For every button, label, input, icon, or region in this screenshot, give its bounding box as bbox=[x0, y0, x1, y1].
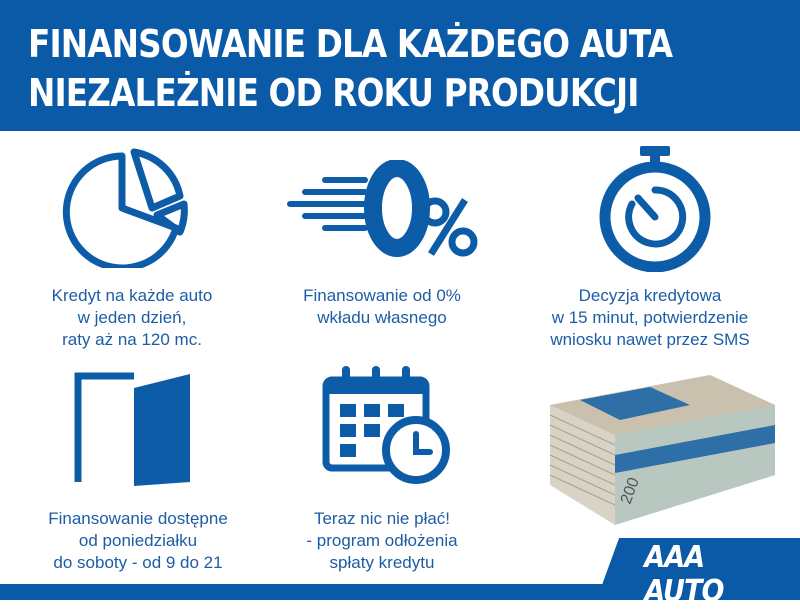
open-door-icon bbox=[74, 372, 190, 486]
feature-hours: Finansowanie dostępne od poniedziałku do… bbox=[13, 508, 263, 574]
feature-text: Kredyt na każde auto bbox=[51, 286, 213, 305]
feature-deferral: Teraz nic nie płać! - program odłożenia … bbox=[257, 508, 507, 574]
feature-zero-down: Finansowanie od 0% wkładu własnego bbox=[257, 285, 507, 329]
feature-text: raty aż na 120 mc. bbox=[62, 330, 202, 349]
feature-text: w 15 minut, potwierdzenie bbox=[551, 308, 749, 327]
feature-text: spłaty kredytu bbox=[329, 553, 435, 572]
aaa-auto-logo: AAA AUTO bbox=[644, 541, 792, 613]
zero-percent-icon bbox=[287, 160, 478, 257]
headline-line-2: NIEZALEŻNIE OD ROKU PRODUKCJI bbox=[28, 71, 639, 115]
banknote-stack-image: 200 bbox=[549, 375, 775, 525]
bottom-bar bbox=[0, 584, 800, 600]
feature-text: Teraz nic nie płać! bbox=[313, 509, 451, 528]
header-banner bbox=[0, 0, 800, 131]
feature-credit: Kredyt na każde auto w jeden dzień, raty… bbox=[7, 285, 257, 351]
feature-text: w jeden dzień, bbox=[77, 308, 187, 327]
feature-text: od poniedziałku bbox=[78, 531, 198, 550]
feature-text: Finansowanie dostępne bbox=[48, 509, 228, 528]
pie-chart-icon bbox=[62, 148, 188, 268]
feature-text: - program odłożenia bbox=[306, 531, 458, 550]
feature-text: do soboty - od 9 do 21 bbox=[53, 553, 223, 572]
feature-text: wniosku nawet przez SMS bbox=[550, 330, 750, 349]
calendar-clock-icon bbox=[322, 366, 450, 484]
feature-text: wkładu własnego bbox=[317, 308, 447, 327]
feature-text: Decyzja kredytowa bbox=[578, 286, 722, 305]
stopwatch-icon bbox=[599, 146, 711, 272]
headline-line-1: FINANSOWANIE DLA KAŻDEGO AUTA bbox=[28, 22, 673, 66]
feature-decision: Decyzja kredytowa w 15 minut, potwierdze… bbox=[525, 285, 775, 351]
feature-text: Finansowanie od 0% bbox=[303, 286, 461, 305]
